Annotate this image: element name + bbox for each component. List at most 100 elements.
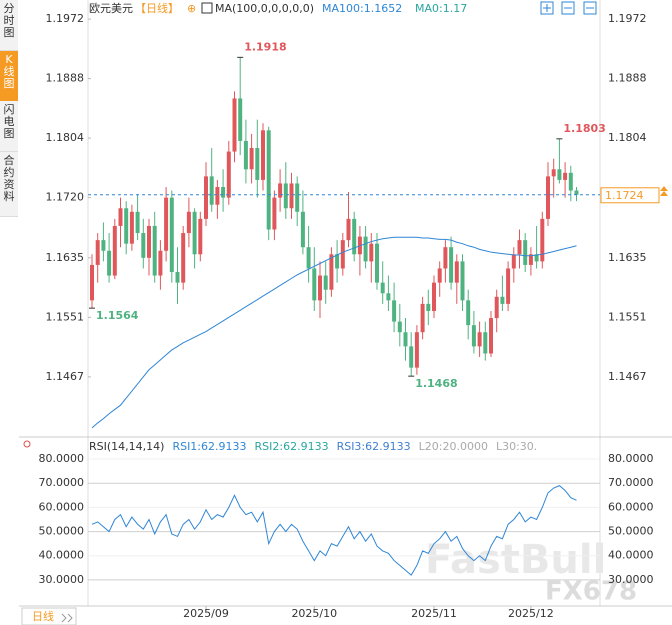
symbol: 欧元美元 [89, 2, 133, 15]
candle-body [278, 183, 283, 198]
candle-body [392, 300, 397, 322]
candle-body [249, 148, 254, 170]
watermark: FastBull [425, 537, 606, 583]
toolbar[interactable] [540, 1, 597, 15]
candle-body [403, 332, 408, 347]
candle-body [221, 186, 226, 198]
ma-line [91, 236, 577, 429]
period-tab-label[interactable]: 日线 [32, 609, 54, 623]
candle-body [517, 240, 522, 255]
plot [90, 57, 579, 429]
y-tick-label: 1.1972 [608, 12, 647, 25]
tab[interactable]: 合约资料 [0, 152, 18, 217]
candle-body [129, 211, 134, 244]
candle-body [460, 261, 465, 301]
y-tick-label: 60.0000 [39, 500, 85, 513]
current-price-label: 1.1724 [605, 189, 644, 202]
candle-body [243, 140, 248, 170]
watermark: FX678 [545, 577, 637, 607]
candle-body [563, 172, 568, 180]
candle-body [164, 197, 169, 251]
settings-icon[interactable] [23, 440, 31, 448]
candle-body [466, 300, 471, 326]
candle-body [363, 236, 368, 262]
candle-body [329, 254, 334, 290]
tab[interactable]: 闪电图 [0, 101, 18, 152]
candle-body [306, 247, 311, 269]
legend-entry: MA0:1.17 [415, 2, 467, 15]
candle-body [192, 211, 197, 255]
candle-body [204, 176, 208, 219]
candle-body [101, 240, 106, 251]
x-tick-label: 2025/12 [508, 607, 554, 620]
period-tab[interactable] [21, 607, 77, 625]
candle-body [323, 275, 328, 290]
candle-body [397, 321, 402, 333]
candle-body [494, 296, 499, 319]
candle-body [506, 268, 511, 304]
candle-body [483, 332, 488, 354]
candle-body [261, 130, 265, 180]
candle-body [369, 243, 374, 262]
legend-entry: L30:30. [496, 440, 537, 453]
y-tick-label: 1.1551 [46, 310, 85, 323]
candle-body [289, 183, 294, 209]
candle-body [266, 130, 271, 230]
legend-entry: RSI(14,14,14) [89, 440, 164, 453]
scroll-arrows[interactable] [660, 186, 668, 196]
candle-body [335, 254, 340, 269]
candle-body [152, 225, 157, 276]
y-tick-label: 60.0000 [608, 500, 654, 513]
y-tick-label: 1.1635 [46, 251, 85, 264]
candle-body [226, 151, 231, 198]
candle-body [557, 169, 562, 180]
candle-body [346, 218, 351, 241]
candle-body [232, 98, 237, 152]
background [19, 0, 672, 625]
tab[interactable]: 分时图 [0, 0, 18, 51]
candle-body [386, 293, 391, 301]
candle-body [169, 197, 174, 273]
candle-body [477, 332, 482, 347]
candle-body [426, 303, 431, 311]
y-tick-label: 50.0000 [39, 525, 85, 538]
period[interactable]: 【日线】 [135, 1, 179, 15]
candle-body [124, 208, 129, 244]
candle-body [471, 325, 476, 347]
nav-arrows[interactable] [61, 613, 73, 623]
y-tick-label: 1.1467 [46, 370, 85, 383]
indicator: MA(100,0,0,0,0,0) [215, 2, 314, 15]
candle-body [158, 250, 163, 276]
candle-body [511, 254, 516, 269]
add-icon[interactable]: ⊕ [187, 2, 196, 15]
candle-body [420, 303, 425, 333]
y-tick-label: 1.1804 [46, 131, 85, 144]
x-tick-label: 2025/09 [183, 607, 229, 620]
y-tick-label: 70.0000 [608, 476, 654, 489]
indicator-icon[interactable] [201, 2, 213, 14]
y-tick-label: 1.1467 [608, 370, 647, 383]
candle-body [352, 218, 357, 255]
y-tick-label: 80.0000 [608, 452, 654, 465]
candle-body [489, 318, 493, 354]
candle-body [107, 250, 112, 276]
candle-body [135, 211, 140, 234]
candle-body [141, 233, 146, 258]
candle-body [147, 225, 151, 258]
candle-body [409, 346, 414, 368]
candle-body [95, 240, 100, 265]
legend-entry: RSI3:62.9133 [337, 440, 411, 453]
y-tick-label: 30.0000 [39, 573, 85, 586]
y-tick-label: 1.1972 [46, 12, 85, 25]
y-tick-label: 70.0000 [39, 476, 85, 489]
candle-body [523, 240, 528, 265]
candle-body [380, 282, 385, 294]
candle-body [175, 272, 180, 283]
candle-body [272, 197, 277, 230]
legend-entry: RSI2:62.9133 [255, 440, 329, 453]
candle-body [432, 282, 436, 311]
y-tick-label: 40.0000 [39, 549, 85, 562]
candle-body [540, 218, 545, 262]
y-tick-label: 1.1720 [46, 191, 85, 204]
